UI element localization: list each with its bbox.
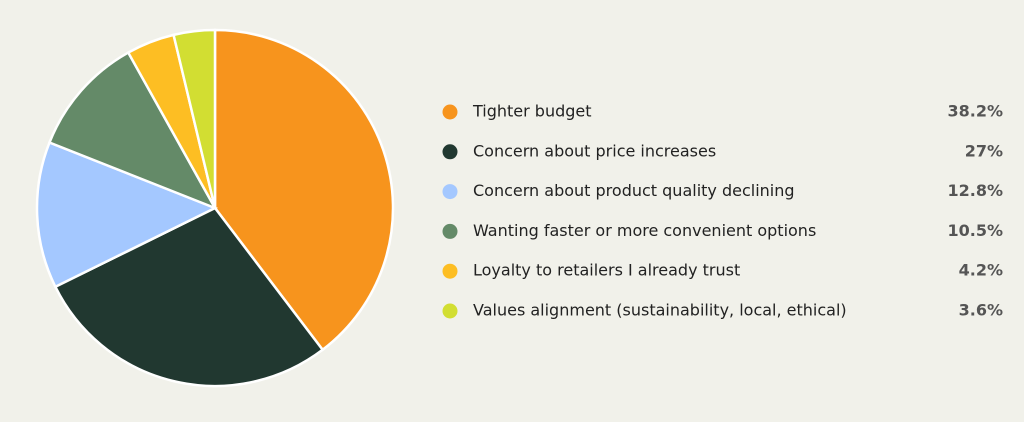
value-label: 12.8% xyxy=(947,181,1003,200)
legend-marker xyxy=(442,144,458,160)
pie-slice xyxy=(47,50,218,211)
legend-label: Wanting faster or more convenient option… xyxy=(473,221,816,240)
legend-marker xyxy=(442,104,458,120)
legend-label: Tighter budget xyxy=(472,102,592,121)
value-label: 38.2% xyxy=(947,102,1003,121)
legend-marker xyxy=(442,303,458,319)
legend-label: Loyalty to retailers I already trust xyxy=(473,261,740,280)
legend-label: Concern about price increases xyxy=(473,141,716,160)
legend-label: Concern about product quality declining xyxy=(473,181,795,200)
pie-slice xyxy=(35,140,219,289)
value-label: 27% xyxy=(965,141,1003,160)
pie-slice xyxy=(53,206,325,388)
value-label: 10.5% xyxy=(947,221,1003,240)
pie-slice xyxy=(172,28,217,209)
legend-marker xyxy=(442,263,458,279)
legend-marker xyxy=(442,184,458,200)
value-label: 4.2% xyxy=(959,261,1003,280)
pie-slice xyxy=(213,28,395,352)
legend-marker xyxy=(442,223,458,239)
legend-label: Values alignment (sustainability, local,… xyxy=(473,301,847,320)
value-label: 3.6% xyxy=(959,301,1003,320)
